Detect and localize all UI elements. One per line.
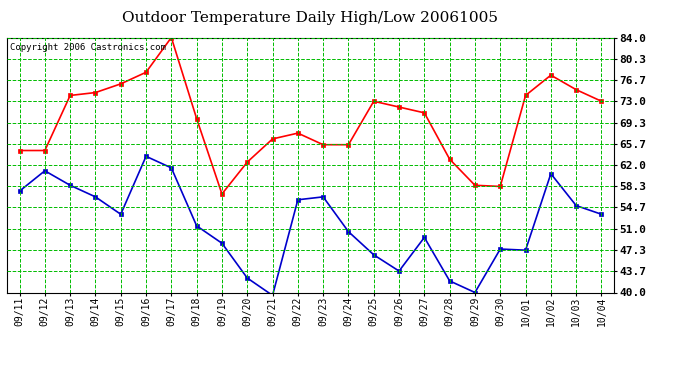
Text: Copyright 2006 Castronics.com: Copyright 2006 Castronics.com <box>10 43 166 52</box>
Text: Outdoor Temperature Daily High/Low 20061005: Outdoor Temperature Daily High/Low 20061… <box>123 11 498 25</box>
